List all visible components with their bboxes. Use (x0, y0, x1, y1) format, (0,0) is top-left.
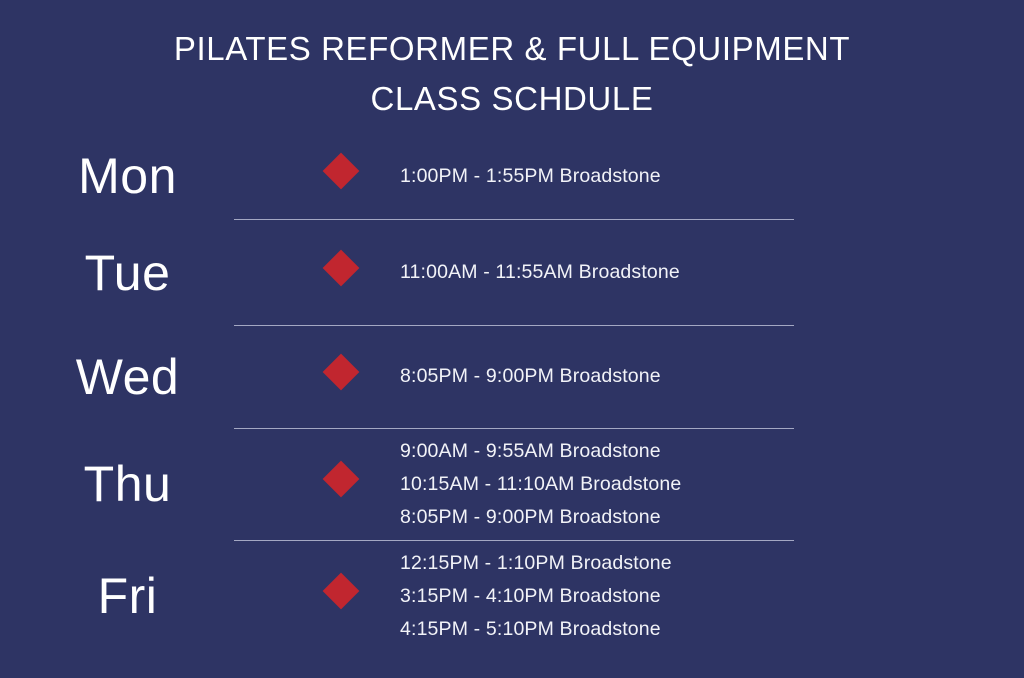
schedule-row-wednesday: Wed 8:05PM - 9:00PM Broadstone (0, 325, 1024, 428)
class-time-entry: 8:05PM - 9:00PM Broadstone (400, 365, 661, 387)
class-time-entry: 3:15PM - 4:10PM Broadstone (400, 584, 661, 607)
class-time-entry: 10:15AM - 11:10AM Broadstone (400, 472, 682, 495)
page-title: PILATES REFORMER & FULL EQUIPMENT CLASS … (0, 24, 1024, 124)
row-divider (234, 428, 794, 429)
schedule-row-monday: Mon 1:00PM - 1:55PM Broadstone (0, 132, 1024, 220)
class-time-entry: 8:05PM - 9:00PM Broadstone (400, 505, 661, 528)
day-label-thursday: Thu (83, 456, 172, 512)
schedule-table: Mon 1:00PM - 1:55PM Broadstone Tue 11:00… (0, 132, 1024, 652)
schedule-row-thursday: Thu 9:00AM - 9:55AM Broadstone 10:15AM -… (0, 428, 1024, 540)
page-title-line-2: CLASS SCHDULE (370, 80, 654, 117)
class-time-entry: 12:15PM - 1:10PM Broadstone (400, 551, 672, 574)
class-time-entry: 9:00AM - 9:55AM Broadstone (400, 439, 661, 462)
schedule-row-tuesday: Tue 11:00AM - 11:55AM Broadstone (0, 220, 1024, 325)
times-list-tuesday: 11:00AM - 11:55AM Broadstone (355, 256, 1024, 289)
class-time-entry: 11:00AM - 11:55AM Broadstone (400, 261, 680, 283)
page-title-line-1: PILATES REFORMER & FULL EQUIPMENT (173, 30, 851, 67)
day-label-wednesday: Wed (75, 348, 180, 405)
day-label-friday: Fri (97, 568, 158, 624)
row-divider (234, 325, 794, 326)
schedule-row-friday: Fri 12:15PM - 1:10PM Broadstone 3:15PM -… (0, 540, 1024, 652)
row-divider (234, 219, 794, 220)
times-list-wednesday: 8:05PM - 9:00PM Broadstone (355, 360, 1024, 393)
day-label-monday: Mon (78, 148, 177, 204)
class-time-entry: 1:00PM - 1:55PM Broadstone (400, 164, 661, 187)
times-list-friday: 12:15PM - 1:10PM Broadstone 3:15PM - 4:1… (355, 547, 1024, 646)
times-list-thursday: 9:00AM - 9:55AM Broadstone 10:15AM - 11:… (355, 435, 1024, 534)
times-list-monday: 1:00PM - 1:55PM Broadstone (355, 160, 1024, 193)
row-divider (234, 540, 794, 541)
class-time-entry: 4:15PM - 5:10PM Broadstone (400, 617, 661, 640)
day-label-tuesday: Tue (84, 244, 171, 301)
